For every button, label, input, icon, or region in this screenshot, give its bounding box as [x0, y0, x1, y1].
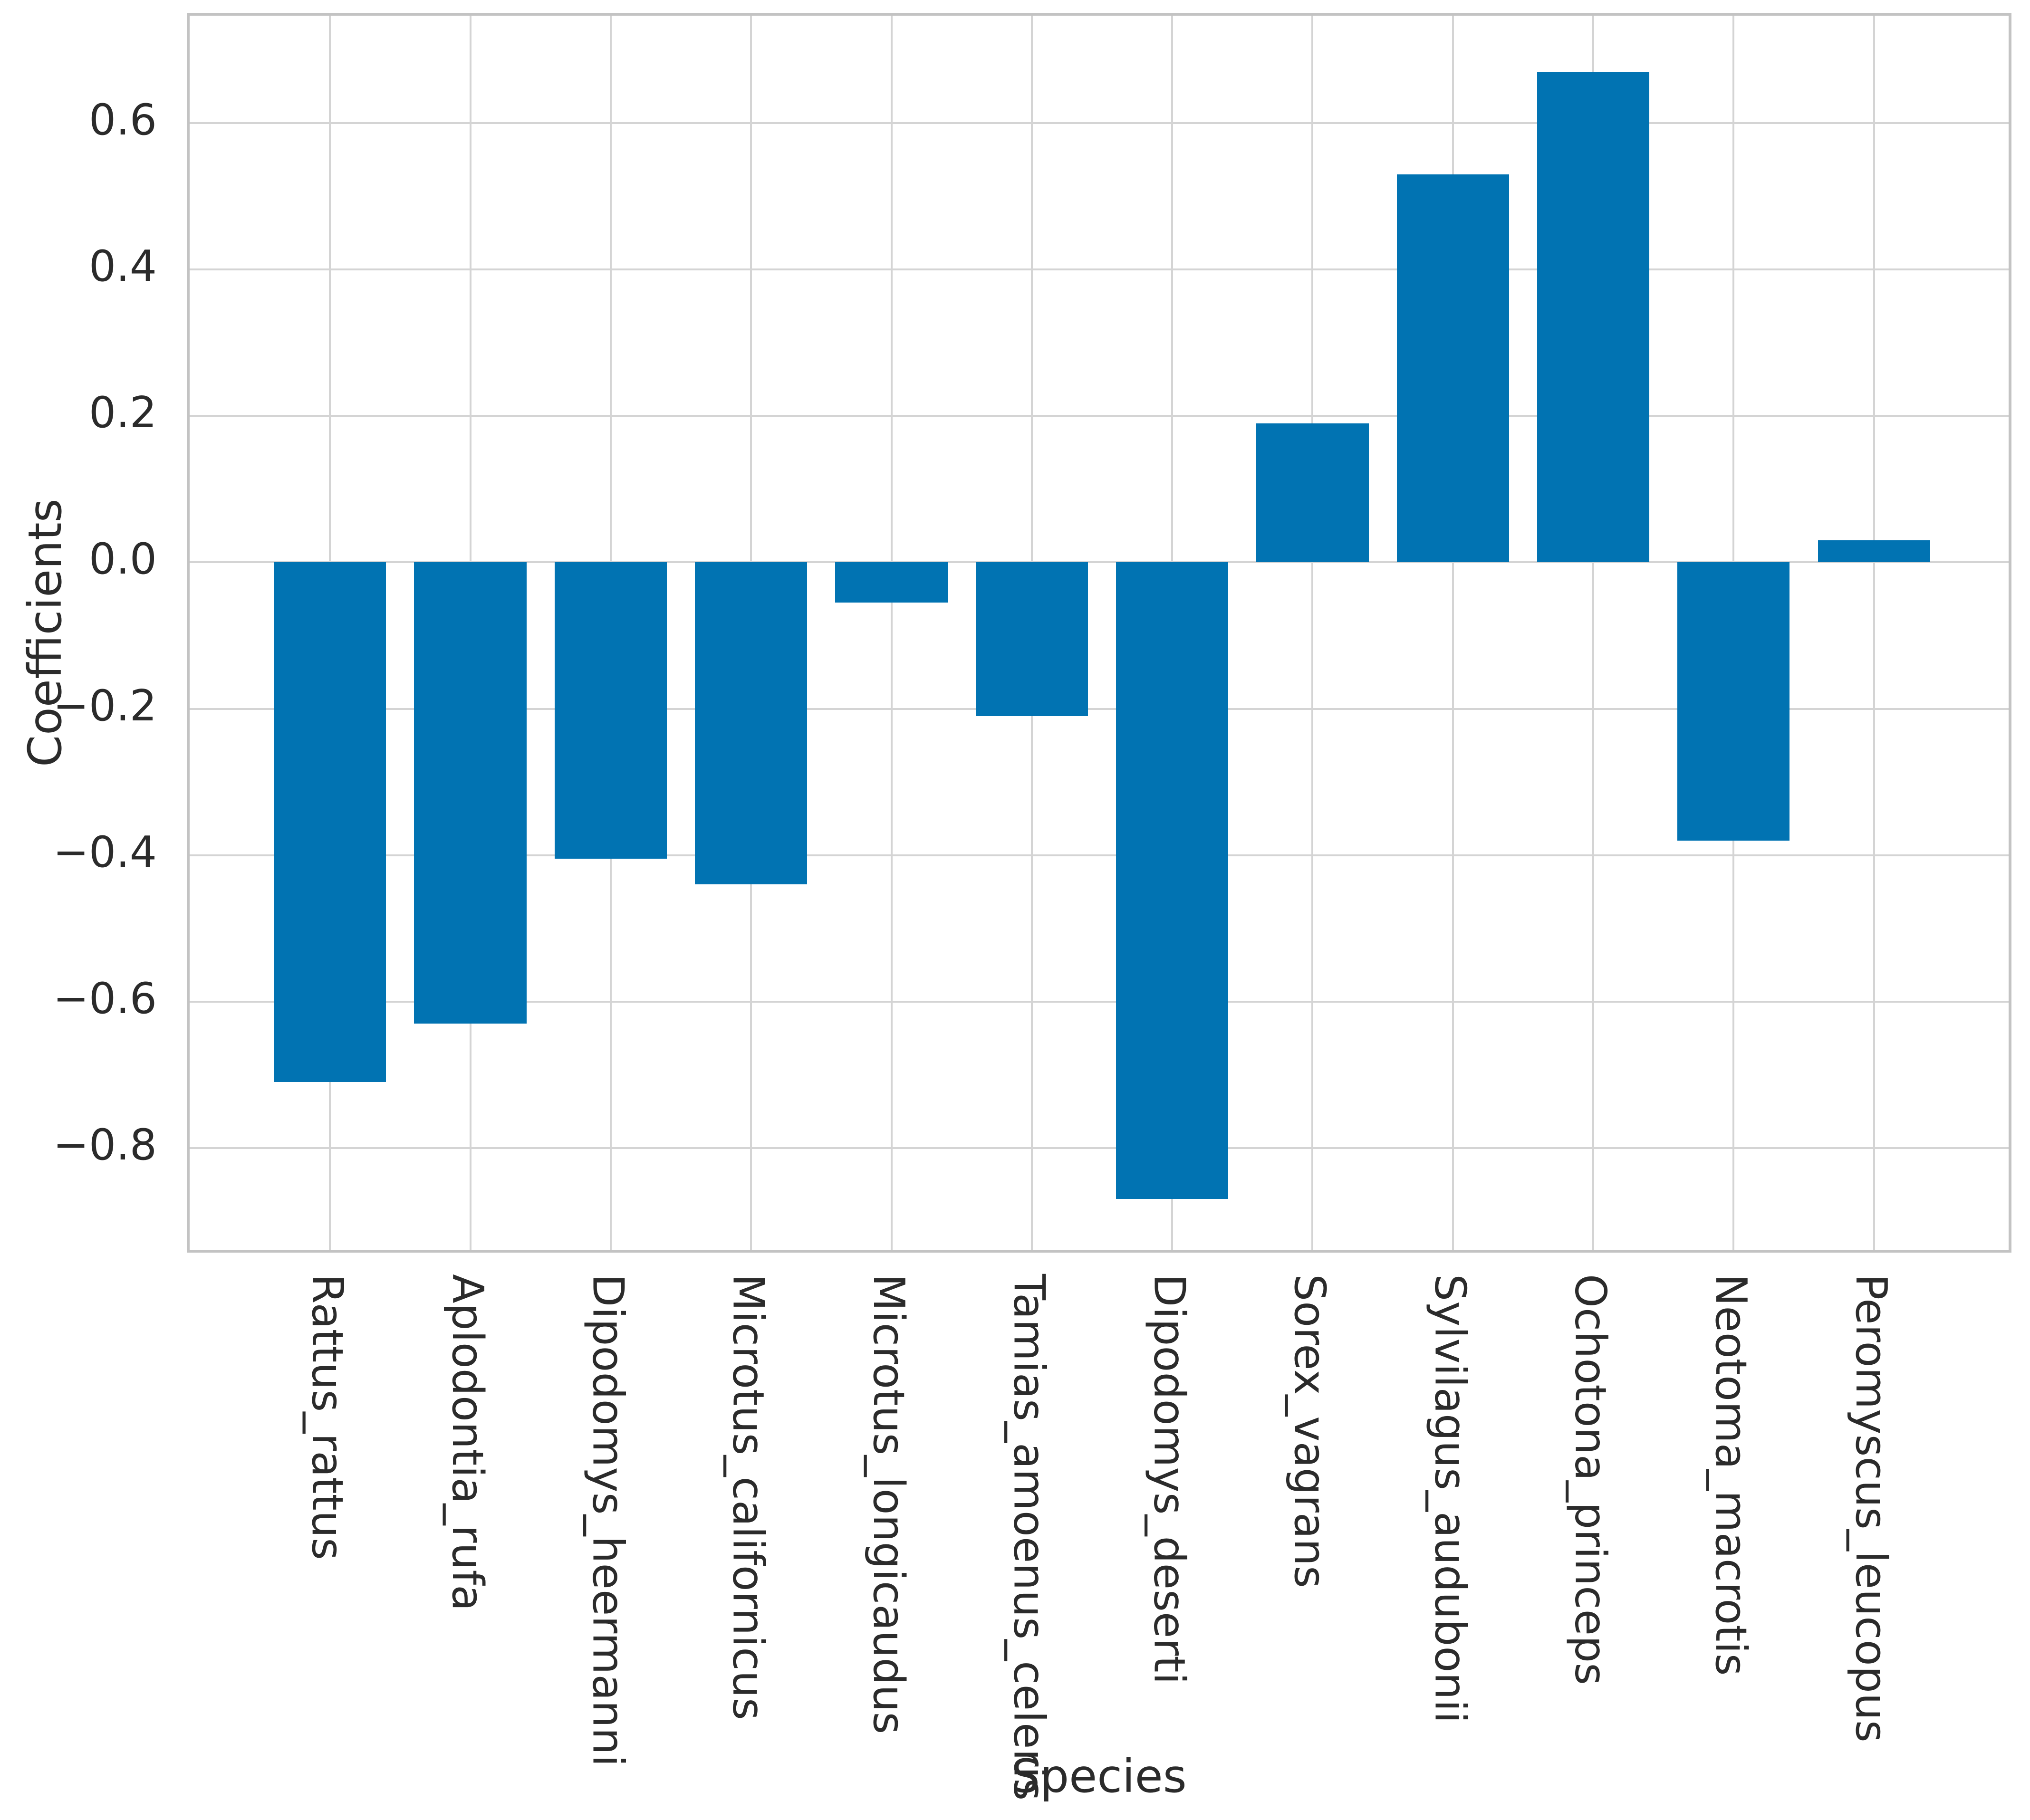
x-tick-label: Dipodomys_deserti	[1144, 1274, 1194, 1685]
y-tick-label: 0.2	[88, 388, 157, 438]
x-gridline	[1873, 16, 1875, 1250]
bar-Microtus_californicus	[695, 562, 808, 885]
bar-Aplodontia_rufa	[414, 562, 527, 1024]
bar-Sylvilagus_audubonii	[1396, 174, 1509, 563]
x-tick-label: Ochotona_princeps	[1565, 1274, 1616, 1686]
y-tick-label: −0.8	[53, 1120, 157, 1170]
x-tick-label: Microtus_californicus	[723, 1274, 773, 1720]
y-gridline	[190, 415, 2009, 417]
bar-Microtus_longicaudus	[835, 562, 948, 603]
y-tick-label: −0.2	[53, 680, 157, 731]
bar-Tamias_amoenus_celeris	[975, 562, 1088, 716]
y-tick-label: 0.6	[88, 95, 157, 145]
x-tick-label: Dipodomys_heermanni	[583, 1274, 633, 1767]
x-gridline	[1592, 16, 1595, 1250]
y-gridline	[190, 561, 2009, 564]
bar-Neotoma_macrotis	[1677, 562, 1790, 841]
y-gridline	[190, 1000, 2009, 1003]
x-gridline	[1452, 16, 1454, 1250]
y-tick-label: −0.4	[53, 827, 157, 877]
x-gridline	[1311, 16, 1314, 1250]
plot-area	[187, 13, 2011, 1253]
y-gridline	[190, 268, 2009, 271]
bar-Sorex_vagrans	[1256, 423, 1369, 563]
x-tick-label: Sorex_vagrans	[1284, 1274, 1335, 1588]
y-gridline	[190, 1147, 2009, 1149]
y-axis-title: Coefficients	[19, 498, 72, 767]
x-tick-label: Neotoma_macrotis	[1705, 1274, 1756, 1676]
x-axis-title: Species	[1011, 1750, 1187, 1803]
bar-Rattus_rattus	[274, 562, 386, 1082]
x-tick-label: Microtus_longicaudus	[864, 1274, 914, 1734]
bar-Peromyscus_leucopus	[1818, 540, 1930, 563]
bar-Ochotona_princeps	[1537, 72, 1650, 563]
x-tick-label: Sylvilagus_audubonii	[1425, 1274, 1475, 1724]
x-tick-label: Peromyscus_leucopus	[1846, 1274, 1896, 1743]
y-gridline	[190, 122, 2009, 125]
bar-Dipodomys_heermanni	[554, 562, 667, 859]
x-gridline	[890, 16, 893, 1250]
y-tick-label: 0.0	[88, 534, 157, 584]
y-tick-label: −0.6	[53, 973, 157, 1024]
bar-Dipodomys_deserti	[1116, 562, 1229, 1199]
x-tick-label: Aplodontia_rufa	[443, 1274, 493, 1611]
x-tick-label: Rattus_rattus	[302, 1274, 352, 1560]
y-tick-label: 0.4	[88, 241, 157, 292]
x-tick-label: Tamias_amoenus_celeris	[1004, 1274, 1054, 1801]
y-gridline	[190, 708, 2009, 710]
y-gridline	[190, 854, 2009, 856]
